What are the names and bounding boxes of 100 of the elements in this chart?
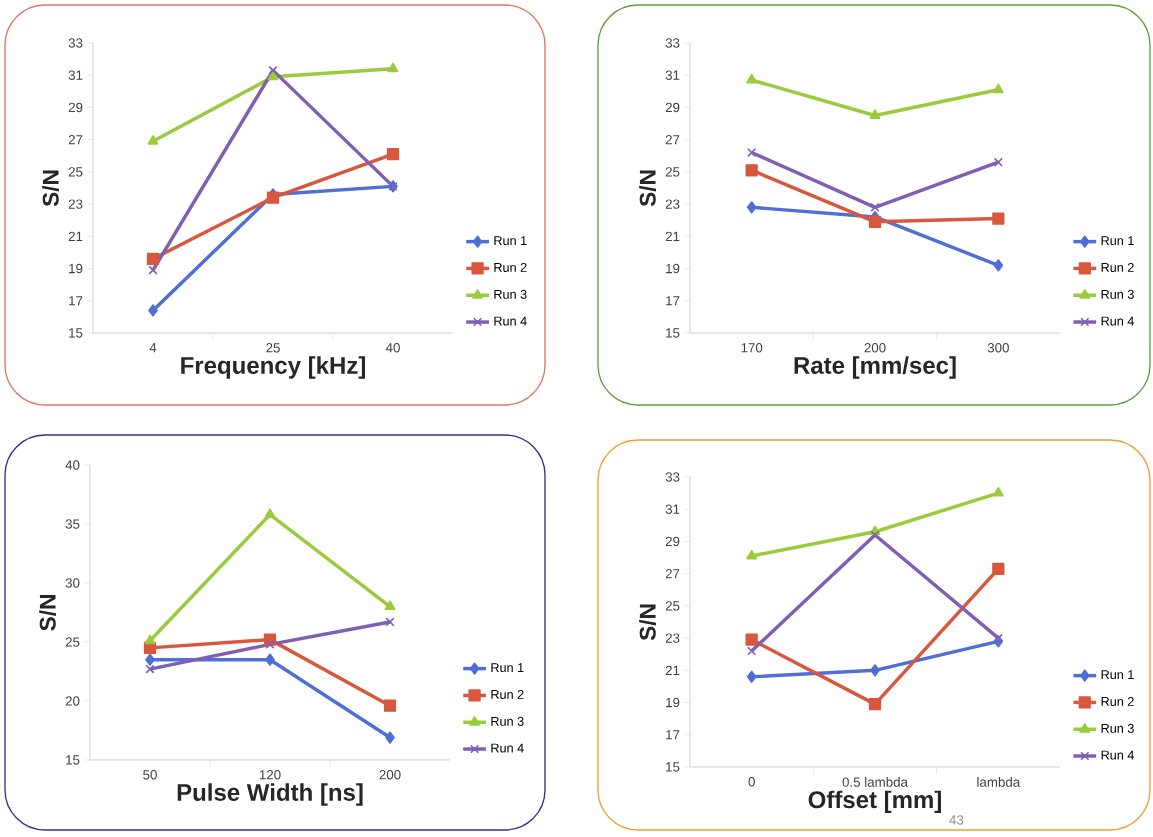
point	[745, 164, 758, 177]
x-axis-title: Rate [mm/sec]	[794, 356, 956, 379]
y-tick-label: 20	[65, 696, 80, 706]
x-tick-label: 200	[864, 343, 886, 353]
point	[265, 653, 275, 666]
point	[146, 252, 160, 265]
point	[148, 265, 158, 275]
y-tick-label: 40	[65, 460, 80, 470]
legend-label: Run 3	[1101, 289, 1134, 299]
x-tick-label: 40	[385, 343, 400, 353]
y-axis-title: S/N	[639, 604, 656, 641]
legend-label: Run 1	[491, 663, 524, 673]
point	[747, 646, 757, 656]
x-tick-label: 120	[259, 770, 281, 780]
point	[747, 147, 757, 158]
legend-label: Run 1	[1101, 670, 1134, 680]
point	[383, 699, 397, 712]
point	[746, 549, 758, 560]
point	[870, 664, 880, 677]
y-tick-label: 19	[666, 263, 680, 274]
legend-label: Run 2	[1101, 262, 1134, 272]
point	[868, 698, 882, 711]
legend-label: Run 4	[1101, 316, 1134, 326]
x-tick-label: lambda	[977, 777, 1021, 787]
x-tick-label: 25	[266, 343, 280, 353]
point	[265, 639, 275, 649]
legend-label: Run 4	[494, 316, 527, 326]
point	[992, 83, 1004, 94]
point	[267, 70, 279, 81]
point	[992, 562, 1005, 575]
y-tick-label: 15	[666, 328, 680, 338]
x-axis-title: Pulse Width [ns]	[177, 783, 363, 806]
y-tick-label: 33	[68, 38, 83, 48]
y-tick-label: 21	[665, 231, 680, 241]
y-tick-label: 25	[665, 167, 680, 177]
point	[993, 633, 1003, 643]
point	[145, 664, 155, 674]
y-tick-label: 17	[666, 296, 680, 306]
y-tick-label: 33	[665, 472, 680, 482]
y-tick-label: 31	[665, 70, 680, 80]
y-tick-label: 25	[665, 601, 680, 611]
x-tick-label: 4	[149, 343, 157, 353]
y-tick-label: 19	[666, 697, 680, 708]
x-tick-label: 50	[143, 770, 157, 780]
x-tick-label: 170	[741, 343, 763, 353]
point	[147, 135, 159, 145]
legend-label: Run 3	[491, 716, 524, 726]
x-tick-label: 0.5 lambda	[842, 777, 908, 787]
y-tick-label: 23	[68, 199, 83, 209]
y-axis-title: S/N	[639, 170, 656, 207]
y-tick-label: 29	[665, 102, 680, 113]
y-tick-label: 31	[68, 70, 83, 80]
point	[385, 617, 395, 627]
x-axis-title: Offset [mm]	[808, 790, 941, 814]
y-tick-label: 23	[665, 633, 680, 643]
y-tick-label: 15	[666, 762, 680, 772]
point	[386, 148, 400, 161]
y-tick-label: 21	[665, 665, 680, 675]
y-tick-label: 27	[665, 569, 680, 579]
point	[992, 212, 1005, 225]
y-tick-label: 27	[665, 135, 680, 145]
point	[384, 600, 396, 611]
point	[268, 65, 278, 75]
point	[746, 201, 757, 214]
point	[264, 508, 276, 519]
legend-label: Run 1	[494, 236, 527, 246]
point	[144, 634, 156, 645]
point	[746, 73, 758, 84]
y-tick-label: 31	[665, 504, 680, 514]
point	[870, 202, 880, 212]
y-tick-label: 29	[665, 536, 680, 547]
y-tick-label: 15	[69, 328, 83, 338]
y-tick-label: 27	[68, 135, 83, 145]
legend-label: Run 2	[491, 689, 524, 699]
y-tick-label: 30	[65, 578, 80, 588]
y-tick-label: 17	[69, 296, 83, 306]
point	[385, 731, 395, 744]
x-axis-title: Frequency [kHz]	[181, 356, 365, 379]
legend-label: Run 2	[494, 262, 527, 272]
point	[993, 157, 1003, 167]
point	[868, 215, 882, 228]
legend-label: Run 4	[491, 743, 524, 753]
point	[745, 633, 758, 646]
y-tick-label: 17	[666, 730, 680, 740]
x-tick-label: 200	[379, 770, 401, 780]
point	[992, 486, 1004, 497]
y-tick-label: 21	[68, 231, 83, 241]
legend-label: Run 4	[1101, 750, 1134, 760]
point	[746, 670, 757, 683]
y-tick-label: 29	[68, 102, 83, 113]
y-tick-label: 15	[66, 755, 80, 765]
y-tick-label: 25	[65, 637, 80, 647]
y-tick-label: 35	[65, 519, 80, 529]
point	[869, 109, 881, 119]
y-tick-label: 19	[69, 263, 83, 274]
legend-label: Run 3	[1101, 723, 1134, 733]
y-tick-label: 33	[665, 38, 680, 48]
legend-label: Run 2	[1101, 696, 1134, 706]
y-tick-label: 25	[68, 167, 83, 177]
point	[387, 62, 399, 73]
